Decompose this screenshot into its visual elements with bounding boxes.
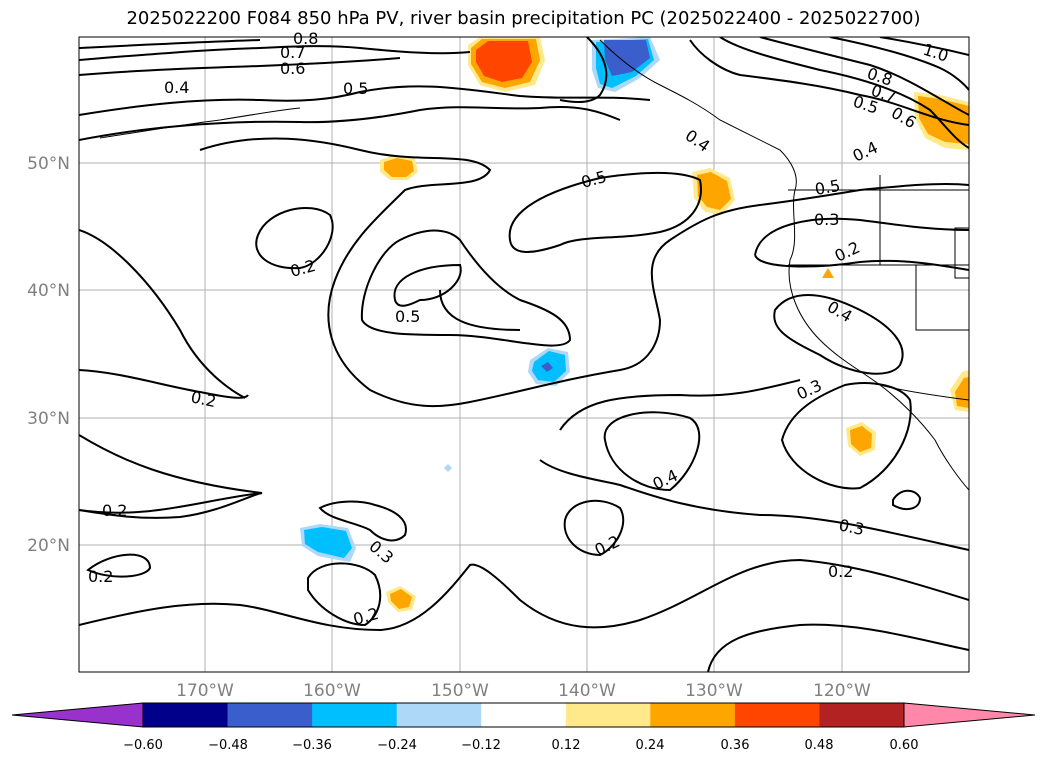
lon-label-160w: 160°W [303,681,361,701]
pv-contours [79,37,969,672]
contour-label: 0.8 [293,29,318,48]
colorbar-cell [143,703,229,727]
contour-label: 0.7 [280,43,305,62]
contour-label: 0.3 [814,210,839,229]
colorbar-tick: 0.48 [805,738,834,753]
map-title: 2025022200 F084 850 hPa PV, river basin … [126,8,921,29]
coastlines [99,39,969,491]
colorbar-tick: −0.12 [461,738,501,753]
lat-label-30n: 30°N [27,409,70,429]
contour-label: 0.5 [343,79,368,98]
colorbar-tick: −0.60 [123,738,163,753]
colorbar-cell [312,703,398,727]
colorbar-tick: 0.24 [636,738,665,753]
colorbar-cell [227,703,313,727]
contour-label: 0.6 [280,59,305,78]
contour-label: 0.2 [828,562,853,581]
contour-label: 0.5 [813,176,841,199]
lon-label-120w: 120°W [813,681,871,701]
lon-labels: 170°W 160°W 150°W 140°W 130°W 120°W [176,681,871,701]
colorbar-cell [650,703,736,727]
colorbar-cell [819,703,905,727]
contour-label: 0.4 [164,78,189,97]
colorbar-cell [734,703,820,727]
lat-labels: 50°N 40°N 30°N 20°N [27,154,70,556]
colorbar-cell [565,703,651,727]
colorbar-extend-high [903,702,1036,728]
colorbar-tick: −0.48 [208,738,248,753]
contour-label: 0.3 [837,515,866,539]
contour-label: 0.5 [395,307,420,326]
colorbar-tick: 0.60 [890,738,919,753]
lat-label-40n: 40°N [27,281,70,301]
gridlines [79,37,969,672]
colorbar-tick: −0.36 [292,738,332,753]
colorbar-tick: 0.12 [552,738,581,753]
colorbar: −0.60 −0.48 −0.36 −0.24 −0.12 0.12 0.24 … [11,702,1036,753]
colorbar-cell [396,703,482,727]
colorbar-extend-low [11,702,144,728]
contour-label: 0.2 [102,501,127,520]
lon-label-140w: 140°W [558,681,616,701]
colorbar-tick: 0.36 [721,738,750,753]
map-frame [78,36,970,673]
contour-label: 0.2 [189,387,218,411]
colorbar-tick: −0.24 [377,738,417,753]
lat-label-20n: 20°N [27,536,70,556]
lon-label-170w: 170°W [176,681,234,701]
lon-label-150w: 150°W [431,681,489,701]
lat-label-50n: 50°N [27,154,70,174]
shade-positive-ca [822,268,834,278]
lon-label-130w: 130°W [685,681,743,701]
contour-label: 0.2 [88,567,113,586]
colorbar-cell [481,703,567,727]
